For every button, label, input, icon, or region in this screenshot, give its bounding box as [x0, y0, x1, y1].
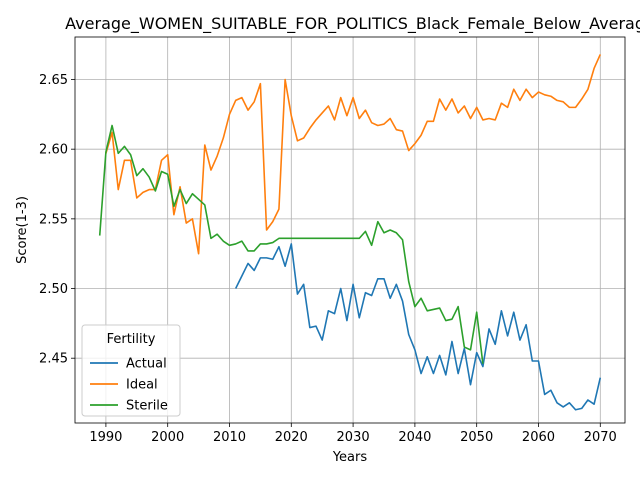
legend: Fertility Actual Ideal Sterile	[82, 325, 180, 416]
y-tick-label: 2.65	[39, 73, 68, 88]
legend-label-sterile: Sterile	[126, 399, 168, 414]
series-line-actual	[236, 244, 601, 410]
x-tick-label: 2000	[151, 430, 184, 445]
x-tick-label: 1990	[89, 430, 122, 445]
y-axis-ticks: 2.45 2.50 2.55 2.60 2.65	[39, 73, 75, 367]
legend-label-ideal: Ideal	[126, 378, 158, 393]
x-tick-label: 2030	[337, 430, 370, 445]
y-tick-label: 2.45	[39, 352, 68, 367]
x-axis-ticks: 1990 2000 2010 2020 2030 2040 2050 2060 2070	[89, 423, 616, 445]
legend-label-actual: Actual	[126, 357, 167, 372]
x-tick-label: 2060	[522, 430, 555, 445]
chart-title: Average_WOMEN_SUITABLE_FOR_POLITICS_Blac…	[65, 14, 640, 34]
y-tick-label: 2.60	[39, 143, 68, 158]
x-axis-label: Years	[332, 450, 368, 465]
x-tick-label: 2040	[398, 430, 431, 445]
x-tick-label: 2070	[584, 430, 617, 445]
y-tick-label: 2.50	[39, 282, 68, 297]
y-tick-label: 2.55	[39, 212, 68, 227]
y-axis-label: Score(1-3)	[15, 196, 30, 264]
legend-title: Fertility	[107, 332, 156, 347]
x-tick-label: 2050	[460, 430, 493, 445]
x-tick-label: 2010	[213, 430, 246, 445]
x-tick-label: 2020	[275, 430, 308, 445]
